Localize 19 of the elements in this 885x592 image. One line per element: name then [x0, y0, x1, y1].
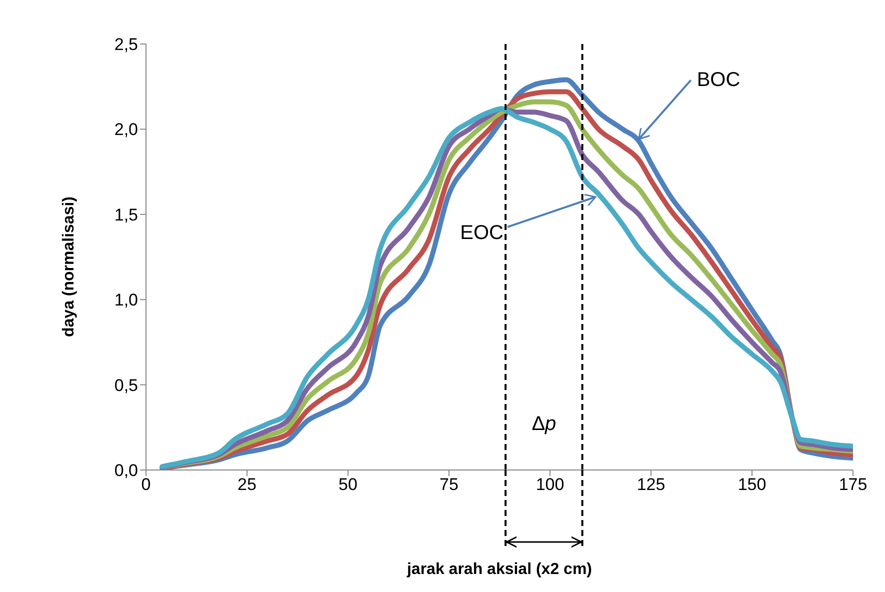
x-tick-label: 125 — [636, 475, 666, 494]
y-tick-label: 0,5 — [114, 376, 138, 395]
y-tick-label: 2,0 — [114, 120, 138, 140]
annotation: Δp — [532, 413, 556, 435]
x-axis-title: jarak arah aksial (x2 cm) — [406, 561, 592, 578]
x-tick-label: 50 — [338, 475, 358, 494]
y-tick-label: 1,5 — [114, 205, 138, 224]
x-tick-label: 0 — [141, 475, 151, 494]
annotation: EOC — [460, 222, 504, 244]
x-tick-label: 175 — [838, 475, 868, 494]
y-tick-label: 1,0 — [114, 290, 138, 310]
x-tick-label: 25 — [238, 475, 256, 494]
x-tick-label: 100 — [536, 475, 564, 494]
annotation: BOC — [696, 69, 740, 92]
y-axis-title: daya (normalisasi) — [60, 196, 78, 337]
x-tick-label: 150 — [738, 475, 766, 494]
y-tick-label: 2,5 — [114, 35, 138, 54]
y-tick-label: 0,0 — [114, 461, 138, 480]
x-tick-label: 75 — [440, 475, 458, 494]
